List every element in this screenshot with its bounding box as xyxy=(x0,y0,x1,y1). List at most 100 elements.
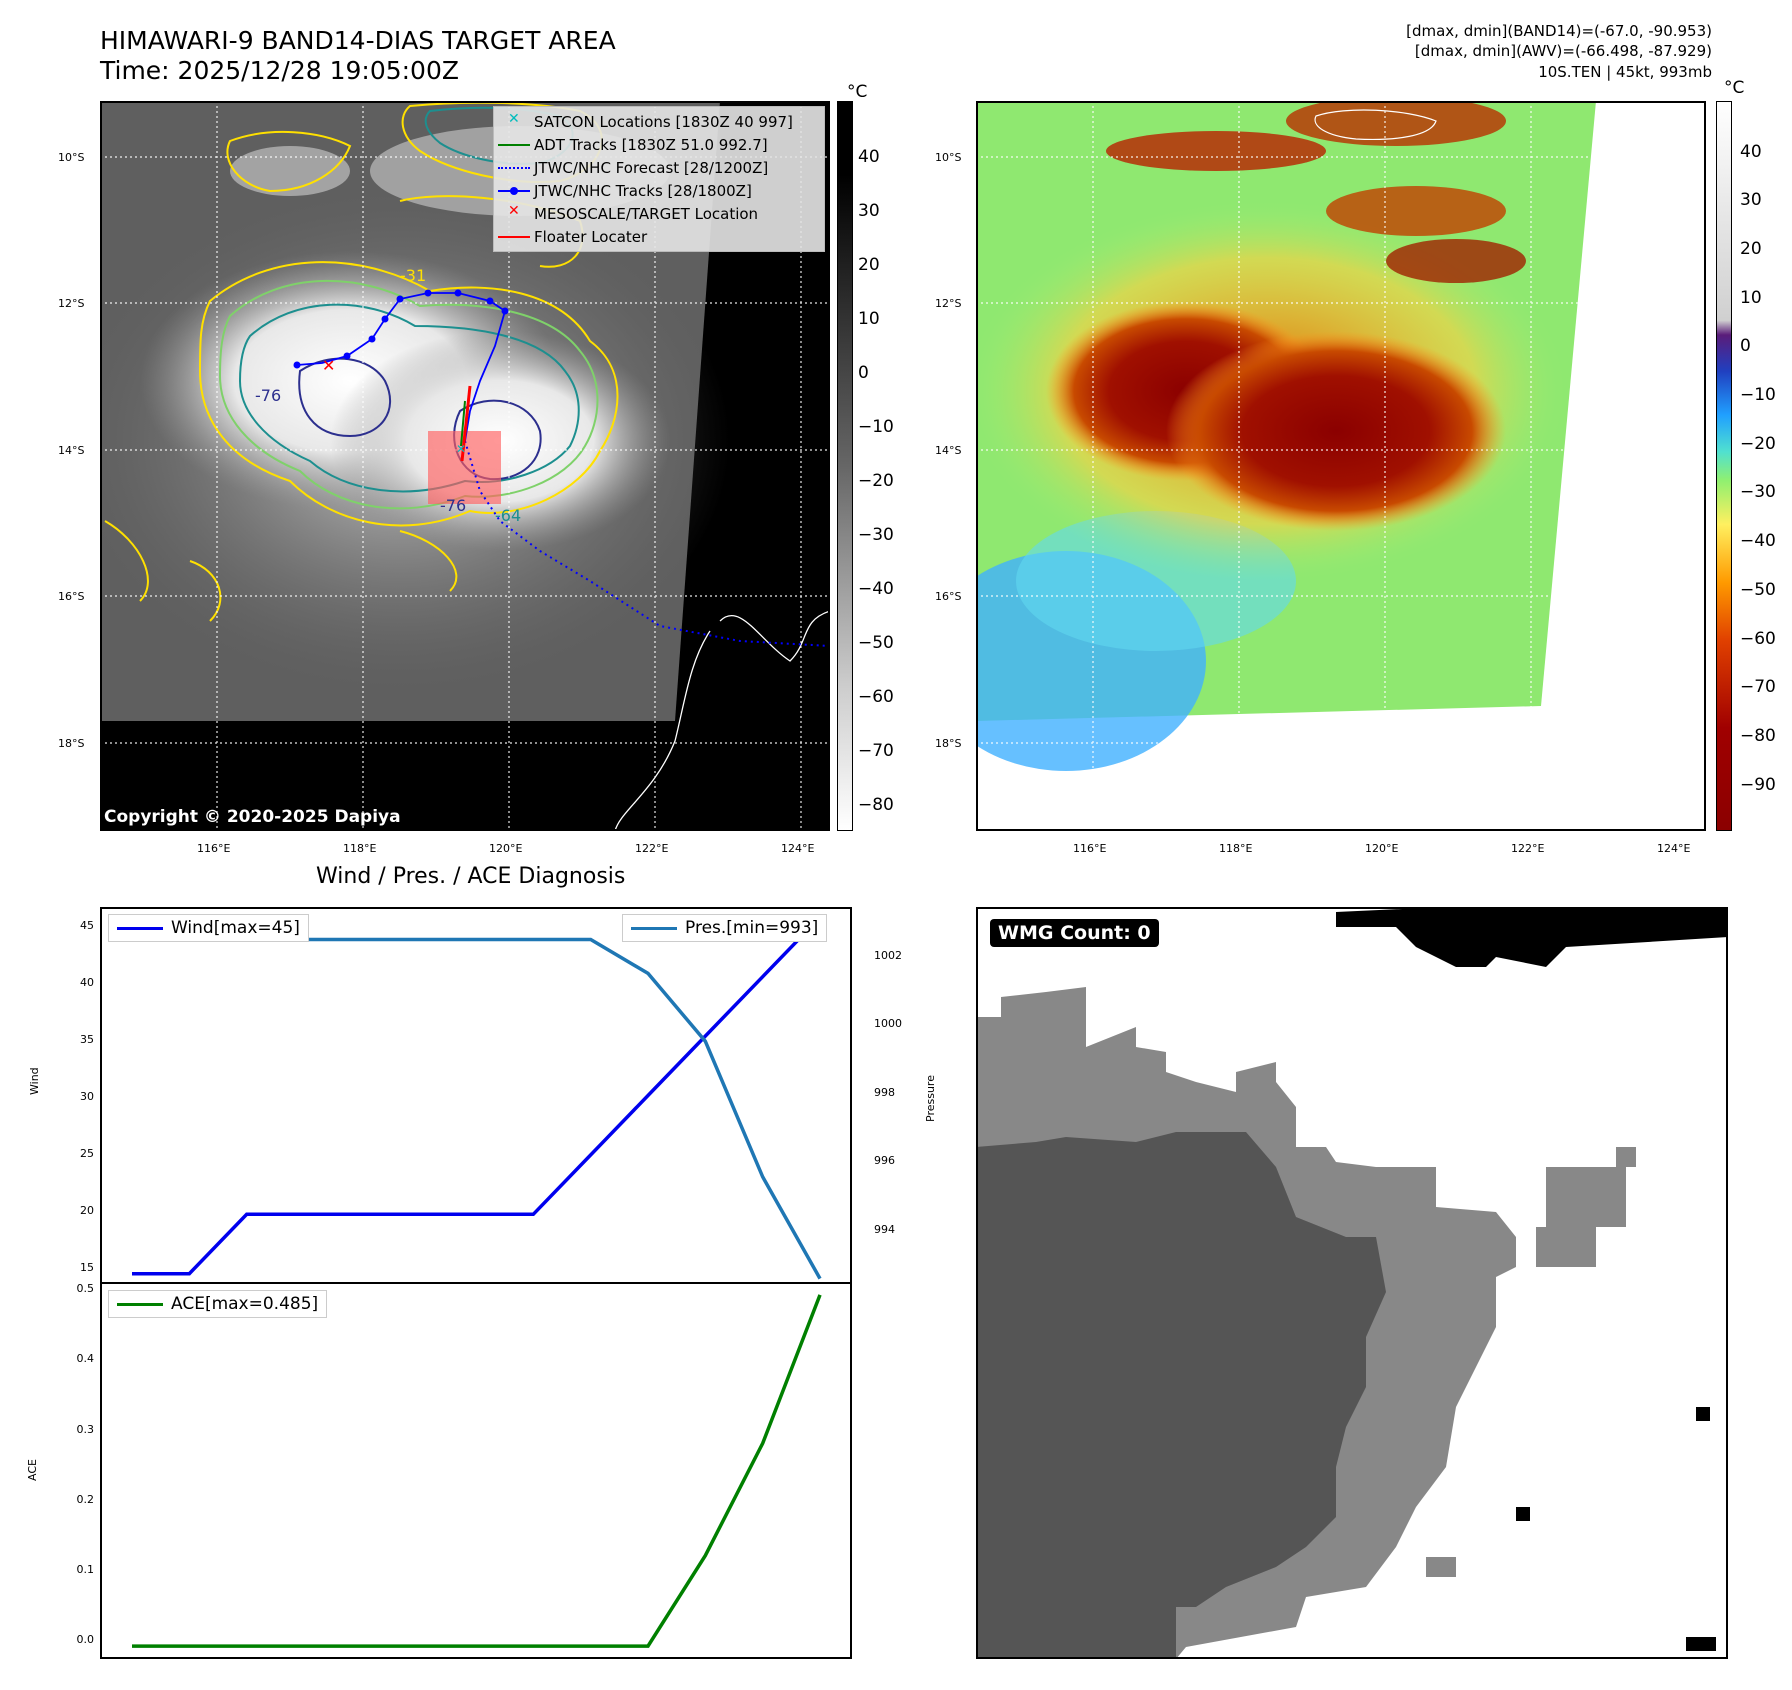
ace-line-icon xyxy=(117,1302,163,1306)
ace-series-line xyxy=(132,1294,822,1648)
ace-tick: 0.0 xyxy=(76,1633,95,1646)
ir-colorbar xyxy=(837,101,853,831)
lat-label: 18°S xyxy=(935,737,962,750)
colorbar-tick: −90 xyxy=(1740,775,1776,795)
pressure-axis-label: Pressure xyxy=(924,1075,937,1122)
legend-adt: ADT Tracks [1830Z 51.0 992.7] xyxy=(494,133,824,156)
wind-legend: Wind[max=45] xyxy=(108,914,309,942)
lon-label: 120°E xyxy=(489,842,523,855)
awv-colorbar-ticks: 40 30 20 10 0 −10 −20 −30 −40 −50 −60 −7… xyxy=(1740,101,1792,831)
lat-label: 10°S xyxy=(935,151,962,164)
pressure-tick: 1002 xyxy=(874,949,902,962)
lat-label: 18°S xyxy=(58,737,85,750)
ace-tick: 0.3 xyxy=(76,1423,95,1436)
lon-label: 116°E xyxy=(1073,842,1107,855)
line-marker-icon xyxy=(498,236,530,238)
colorbar-tick: 30 xyxy=(858,201,880,221)
info-band14-range: [dmax, dmin](BAND14)=(-67.0, -90.953) xyxy=(1406,22,1712,40)
lon-label: 122°E xyxy=(1511,842,1545,855)
lon-label: 118°E xyxy=(343,842,377,855)
awv-colorbar xyxy=(1716,101,1732,831)
ir-map-panel: ✕ ✕ -31 -76 -76 -64 ✕ SATCON Locations [… xyxy=(70,101,831,832)
ace-tick: 0.5 xyxy=(76,1282,95,1295)
line-marker-icon xyxy=(498,144,530,146)
wind-tick: 35 xyxy=(80,1033,94,1046)
colorbar-tick: −30 xyxy=(1740,482,1776,502)
contour-label: -64 xyxy=(495,506,521,525)
satcon-marker: ✕ xyxy=(456,442,466,456)
legend-floater: Floater Locater xyxy=(494,225,824,248)
colorbar-tick: 0 xyxy=(858,363,869,383)
legend-satcon: ✕ SATCON Locations [1830Z 40 997] xyxy=(508,111,793,131)
wind-tick: 45 xyxy=(80,919,94,932)
colorbar-tick: 20 xyxy=(858,255,880,275)
lon-label: 124°E xyxy=(781,842,815,855)
awv-colorbar-unit: °C xyxy=(1724,78,1745,98)
lat-label: 14°S xyxy=(58,444,85,457)
contour-label: -76 xyxy=(440,496,466,515)
colorbar-tick: 20 xyxy=(1740,239,1762,259)
wmg-count-badge: WMG Count: 0 xyxy=(990,919,1159,947)
ace-tick: 0.2 xyxy=(76,1493,95,1506)
colorbar-tick: −50 xyxy=(1740,580,1776,600)
pressure-tick: 996 xyxy=(874,1154,895,1167)
ace-tick: 0.1 xyxy=(76,1563,95,1576)
pressure-legend: Pres.[min=993] xyxy=(622,914,828,942)
line-dot-icon xyxy=(510,187,518,195)
ace-tick: 0.4 xyxy=(76,1352,95,1365)
x-marker-icon: ✕ xyxy=(508,203,520,219)
copyright-text: Copyright © 2020-2025 Dapiya xyxy=(104,807,401,827)
lat-label: 16°S xyxy=(58,590,85,603)
wind-tick: 30 xyxy=(80,1090,94,1103)
colorbar-tick: −70 xyxy=(1740,677,1776,697)
ir-map-frame xyxy=(100,101,830,831)
ace-axes xyxy=(100,1282,852,1659)
figure-time: Time: 2025/12/28 19:05:00Z xyxy=(100,56,459,85)
lat-label: 10°S xyxy=(58,151,85,164)
colorbar-tick: 10 xyxy=(1740,288,1762,308)
colorbar-tick: −10 xyxy=(858,417,894,437)
colorbar-tick: 40 xyxy=(858,147,880,167)
wind-series-line xyxy=(132,916,822,1276)
dotted-line-icon xyxy=(498,167,530,169)
ir-map-legend: ✕ SATCON Locations [1830Z 40 997] ADT Tr… xyxy=(493,106,825,252)
colorbar-tick: −30 xyxy=(858,525,894,545)
wmg-panel: WMG Count: 0 xyxy=(976,907,1728,1659)
x-marker-icon: ✕ xyxy=(508,111,520,127)
colorbar-tick: −40 xyxy=(1740,531,1776,551)
colorbar-tick: −50 xyxy=(858,633,894,653)
wind-tick: 25 xyxy=(80,1147,94,1160)
info-storm: 10S.TEN | 45kt, 993mb xyxy=(1538,63,1712,81)
pressure-axis-ticks: 1002 1000 998 996 994 xyxy=(856,907,916,1284)
colorbar-tick: −20 xyxy=(858,471,894,491)
colorbar-tick: −60 xyxy=(1740,629,1776,649)
pressure-tick: 994 xyxy=(874,1223,895,1236)
pressure-tick: 1000 xyxy=(874,1017,902,1030)
wind-line-icon xyxy=(117,926,163,930)
ace-axis-ticks: 0.5 0.4 0.3 0.2 0.1 0.0 xyxy=(40,1282,100,1659)
awv-map-frame xyxy=(976,101,1706,831)
wind-tick: 15 xyxy=(80,1261,94,1274)
colorbar-tick: −40 xyxy=(858,579,894,599)
lat-label: 12°S xyxy=(58,297,85,310)
colorbar-tick: −80 xyxy=(858,795,894,815)
lon-label: 122°E xyxy=(635,842,669,855)
lon-label: 116°E xyxy=(197,842,231,855)
ir-colorbar-ticks: 40 30 20 10 0 −10 −20 −30 −40 −50 −60 −7… xyxy=(858,101,918,831)
lat-label: 14°S xyxy=(935,444,962,457)
legend-jtwc-forecast: JTWC/NHC Forecast [28/1200Z] xyxy=(494,156,824,179)
colorbar-tick: 0 xyxy=(1740,336,1751,356)
awv-map-panel xyxy=(926,96,1706,831)
wmg-image xyxy=(976,907,1728,1659)
colorbar-tick: 10 xyxy=(858,309,880,329)
diagnosis-title: Wind / Pres. / ACE Diagnosis xyxy=(316,864,626,889)
ace-axis-label: ACE xyxy=(26,1459,39,1481)
wind-pressure-plot xyxy=(132,916,822,1280)
colorbar-tick: 40 xyxy=(1740,142,1762,162)
floater-locater-line xyxy=(460,385,472,462)
contour-label: -76 xyxy=(255,386,281,405)
ir-colorbar-unit: °C xyxy=(847,82,868,102)
awv-map-image xyxy=(926,96,1706,831)
contour-label: -31 xyxy=(400,266,426,285)
wind-tick: 20 xyxy=(80,1204,94,1217)
